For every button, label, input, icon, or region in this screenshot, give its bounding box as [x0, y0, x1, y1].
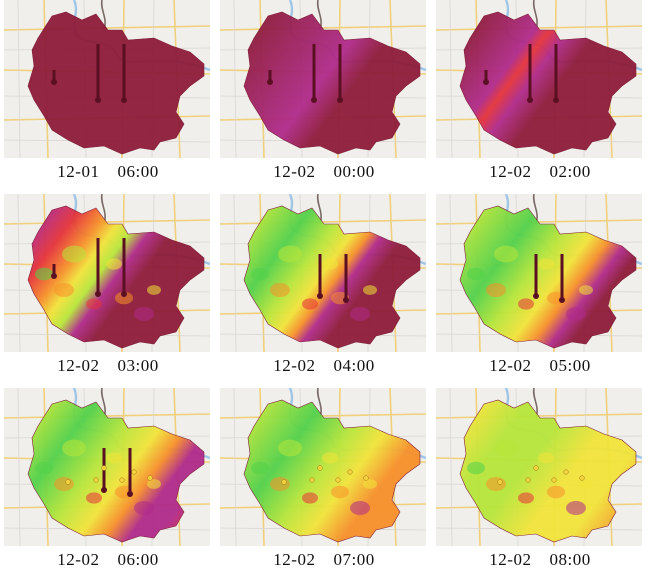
caption-time: 00:00	[333, 162, 375, 181]
pollution-map	[220, 388, 426, 546]
monitoring-tower-icon	[267, 70, 273, 85]
monitoring-tower-icon	[95, 238, 101, 297]
monitoring-tower-icon	[483, 70, 489, 85]
pollution-overlay	[243, 205, 421, 349]
concentration-patches	[35, 245, 161, 321]
timestamp-caption: 12-02 08:00	[432, 550, 648, 570]
caption-date: 12-01	[57, 162, 100, 181]
timestamp-caption: 12-02 02:00	[432, 162, 648, 182]
caption-date: 12-02	[273, 162, 316, 181]
pollution-overlay	[27, 399, 205, 543]
caption-time: 06:00	[117, 550, 159, 569]
monitoring-tower-icon	[337, 44, 343, 103]
map-panel: 12-02 07:00	[216, 388, 426, 578]
monitoring-tower-icon	[527, 44, 533, 103]
monitoring-tower-icon	[95, 44, 101, 103]
pollution-overlay	[243, 399, 421, 543]
monitoring-tower-icon	[51, 70, 57, 85]
timestamp-caption: 12-02 03:00	[0, 356, 216, 376]
monitoring-tower-icon	[343, 254, 349, 303]
pollution-map	[436, 0, 642, 158]
monitoring-tower-icon	[317, 254, 323, 299]
timestamp-caption: 12-01 06:00	[0, 162, 216, 182]
monitoring-tower-icon	[127, 448, 133, 497]
pollution-map	[4, 388, 210, 546]
caption-date: 12-02	[489, 162, 532, 181]
map-panel: 12-01 06:00	[0, 0, 210, 190]
map-panel: 12-02 06:00	[0, 388, 210, 578]
monitoring-tower-icon	[559, 254, 565, 303]
pollution-overlay	[27, 11, 205, 155]
caption-time: 08:00	[549, 550, 591, 569]
pollution-map	[436, 388, 642, 546]
map-panel: 12-02 00:00	[216, 0, 426, 190]
monitoring-tower-icon	[553, 44, 559, 103]
caption-date: 12-02	[57, 356, 100, 375]
caption-date: 12-02	[273, 356, 316, 375]
pollution-overlay	[459, 205, 637, 349]
monitoring-tower-icon	[533, 254, 539, 299]
station-markers	[497, 465, 585, 485]
timestamp-caption: 12-02 06:00	[0, 550, 216, 570]
pollution-map	[4, 0, 210, 158]
map-panel: 12-02 08:00	[432, 388, 642, 578]
caption-date: 12-02	[489, 550, 532, 569]
timestamp-caption: 12-02 00:00	[216, 162, 432, 182]
pollution-map	[220, 0, 426, 158]
caption-date: 12-02	[273, 550, 316, 569]
caption-date: 12-02	[489, 356, 532, 375]
pollution-map	[436, 194, 642, 352]
pollution-overlay	[459, 399, 637, 543]
caption-time: 05:00	[549, 356, 591, 375]
station-markers	[281, 465, 369, 485]
monitoring-tower-icon	[311, 44, 317, 103]
pollution-overlay	[27, 205, 205, 349]
map-panel: 12-02 05:00	[432, 194, 642, 384]
timestamp-caption: 12-02 05:00	[432, 356, 648, 376]
map-panel: 12-02 03:00	[0, 194, 210, 384]
caption-time: 04:00	[333, 356, 375, 375]
map-panel: 12-02 02:00	[432, 0, 642, 190]
caption-time: 06:00	[117, 162, 159, 181]
station-markers	[65, 465, 153, 485]
caption-time: 07:00	[333, 550, 375, 569]
timestamp-caption: 12-02 04:00	[216, 356, 432, 376]
map-panel: 12-02 04:00	[216, 194, 426, 384]
caption-date: 12-02	[57, 550, 100, 569]
pollution-map	[220, 194, 426, 352]
pollution-overlay	[243, 11, 421, 155]
pollution-overlay	[459, 11, 637, 155]
concentration-patches	[251, 439, 377, 515]
concentration-patches	[467, 439, 593, 515]
monitoring-tower-icon	[121, 44, 127, 103]
concentration-patches	[251, 245, 377, 321]
caption-time: 03:00	[117, 356, 159, 375]
monitoring-tower-icon	[51, 264, 57, 279]
pollution-map	[4, 194, 210, 352]
monitoring-tower-icon	[121, 238, 127, 297]
timestamp-caption: 12-02 07:00	[216, 550, 432, 570]
caption-time: 02:00	[549, 162, 591, 181]
